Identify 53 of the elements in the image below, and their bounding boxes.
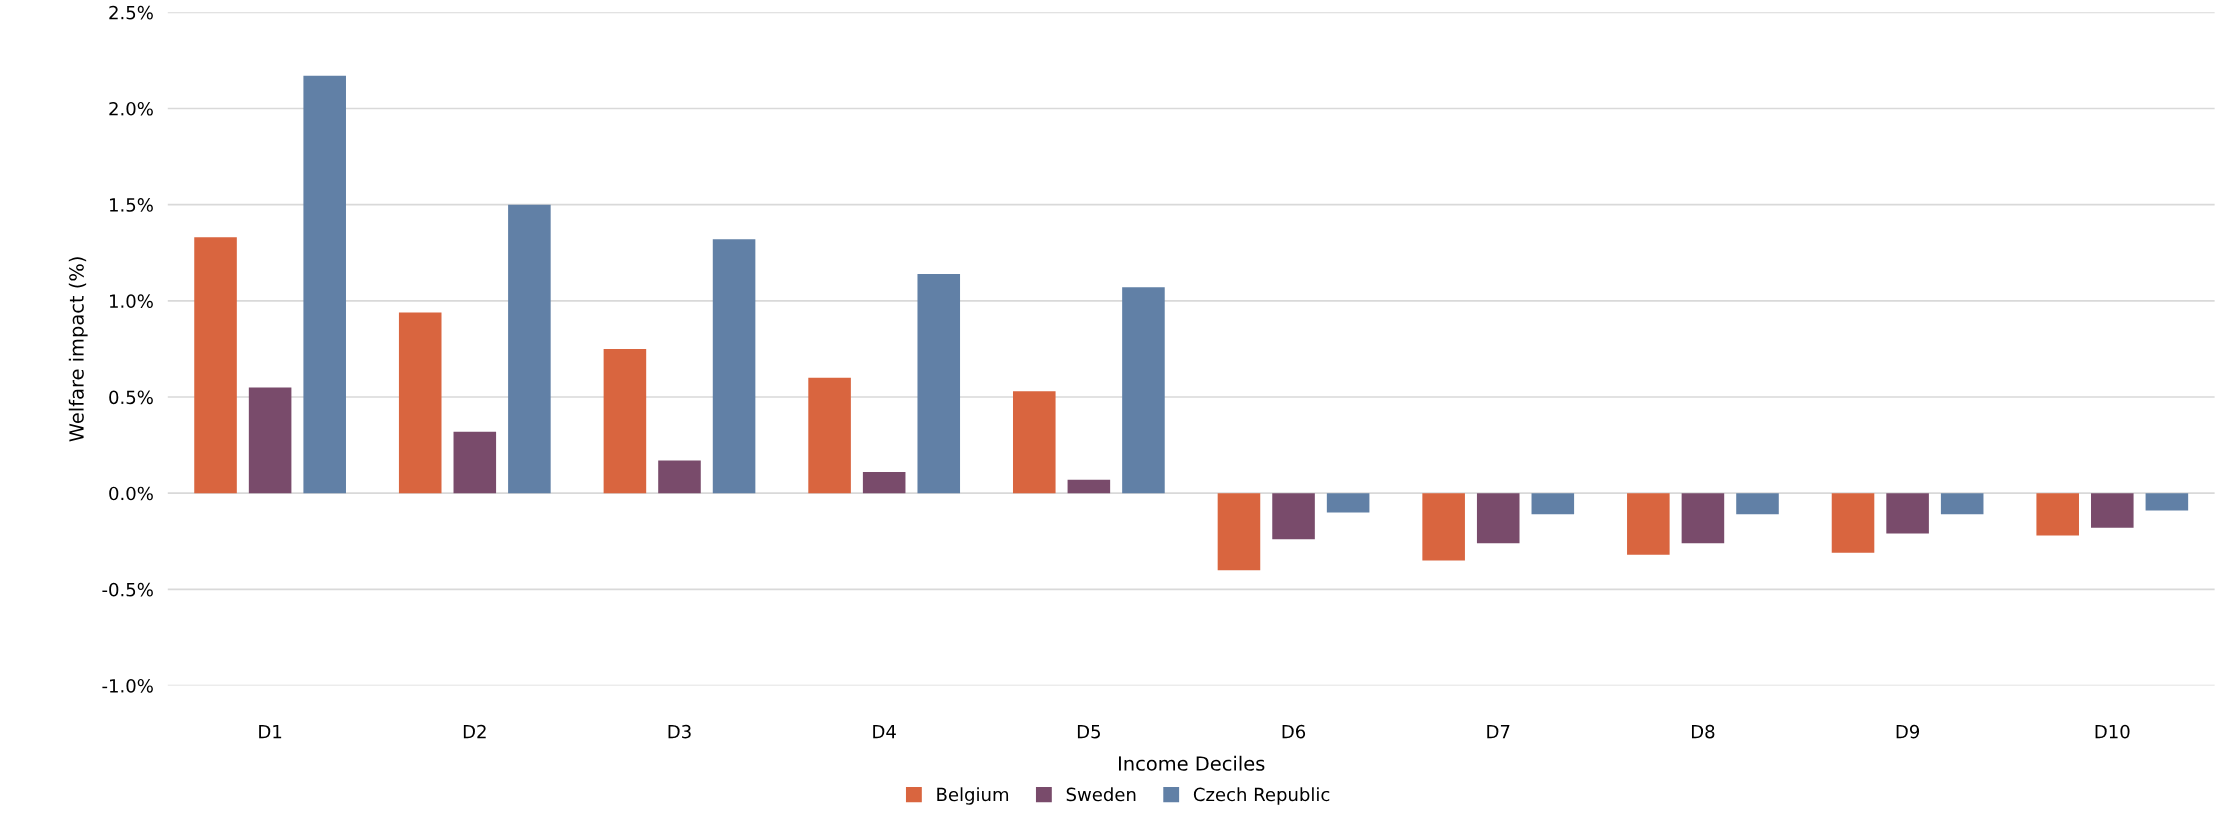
bar <box>1272 493 1315 540</box>
y-tick-label: 2.0% <box>109 101 153 116</box>
legend-label: Belgium <box>937 787 1009 805</box>
bar <box>398 312 442 494</box>
y-tick-label: 0.0% <box>109 486 153 501</box>
bar <box>248 387 292 494</box>
x-tick-label: D8 <box>1691 724 1715 739</box>
bar <box>808 377 851 494</box>
bar <box>603 348 647 494</box>
bar <box>2091 493 2134 528</box>
bar <box>1067 479 1111 494</box>
bar <box>1012 391 1056 494</box>
bar <box>1122 287 1165 494</box>
bar <box>1627 493 1670 555</box>
y-tick-label: 2.5% <box>109 5 153 20</box>
x-tick-label: D4 <box>873 724 896 739</box>
bar <box>658 460 701 494</box>
bar <box>1831 493 1875 553</box>
bar <box>1531 493 1575 515</box>
bar <box>303 75 346 494</box>
y-tick-label: 1.5% <box>110 198 153 212</box>
y-tick-label: -1.0% <box>102 678 153 693</box>
bar <box>862 472 906 494</box>
bar <box>1326 493 1370 513</box>
x-tick-label: D7 <box>1487 724 1510 739</box>
y-tick-label: 0.5% <box>109 390 153 405</box>
x-tick-label: D10 <box>2095 724 2130 739</box>
legend-label: Czech Republic <box>1193 787 1330 805</box>
legend-label: Sweden <box>1066 787 1136 802</box>
bar <box>1886 493 1929 534</box>
bar <box>2145 493 2189 511</box>
x-tick-label: D3 <box>668 724 691 739</box>
x-tick-label: D5 <box>1077 724 1100 739</box>
y-axis-title: Welfare impact (%) <box>68 257 88 442</box>
x-tick-label: D6 <box>1282 724 1306 739</box>
bar <box>1422 493 1465 561</box>
bar <box>1476 493 1520 544</box>
bar <box>194 237 237 494</box>
y-tick-label: -0.5% <box>102 582 153 597</box>
bar <box>1681 493 1725 544</box>
bar <box>1940 493 1984 515</box>
bar <box>917 273 961 494</box>
x-tick-label: D1 <box>259 724 282 739</box>
x-axis-title: Income Deciles <box>1118 755 1265 771</box>
bar <box>508 204 551 494</box>
bar <box>1736 493 1779 515</box>
x-tick-label: D2 <box>463 724 486 739</box>
bar <box>453 431 497 494</box>
bar <box>712 239 756 494</box>
x-tick-label: D9 <box>1896 724 1920 739</box>
bar <box>1217 493 1261 571</box>
y-tick-label: 1.0% <box>110 294 153 308</box>
bar <box>2036 493 2079 536</box>
